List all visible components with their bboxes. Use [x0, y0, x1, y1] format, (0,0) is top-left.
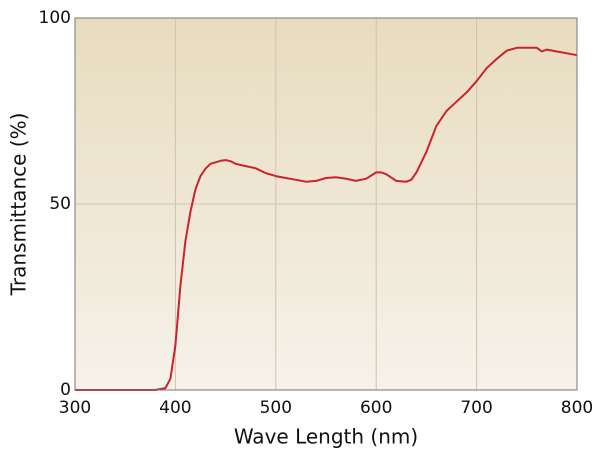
x-tick-label: 800	[561, 398, 593, 418]
plot-border	[74, 17, 578, 391]
x-axis-title: Wave Length (nm)	[234, 425, 418, 449]
y-axis-title: Transmittance (%)	[7, 113, 31, 297]
y-tick-label: 100	[39, 8, 71, 28]
x-tick-label: 600	[360, 398, 392, 418]
y-tick-label: 50	[49, 194, 71, 214]
x-tick-label: 400	[159, 398, 191, 418]
data-line	[75, 46, 578, 391]
x-tick-label: 700	[460, 398, 492, 418]
x-tick-label: 500	[260, 398, 292, 418]
x-tick-label: 300	[59, 398, 91, 418]
y-tick-label: 0	[60, 380, 71, 400]
